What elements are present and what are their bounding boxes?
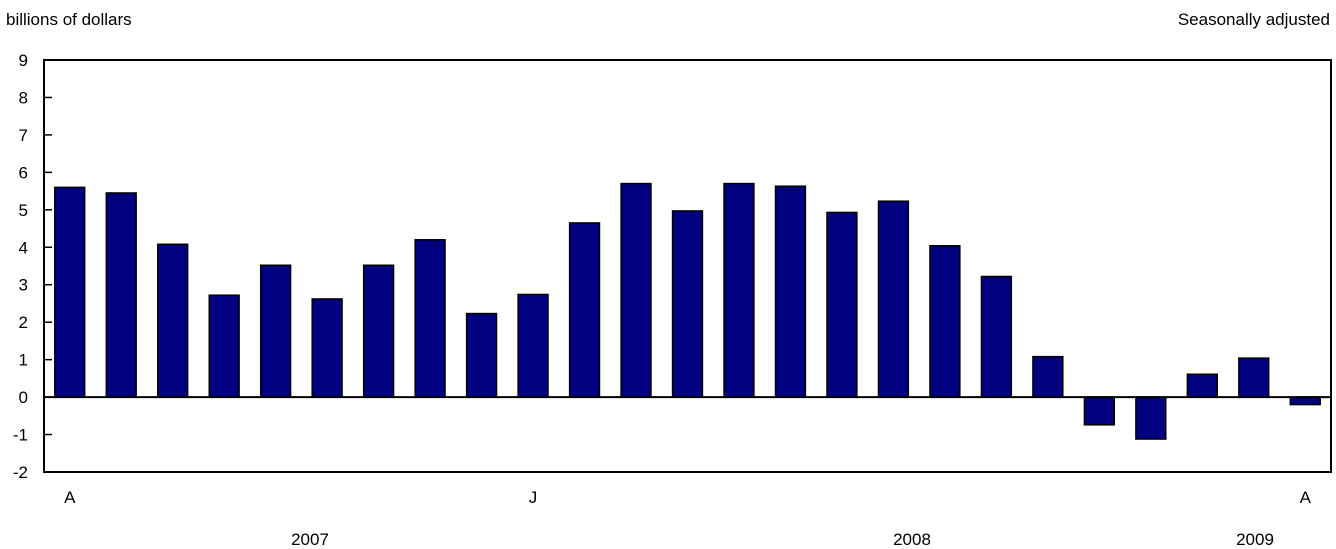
- y-tick-label: 4: [19, 238, 28, 257]
- bar: [620, 182, 652, 398]
- bars: [54, 182, 1321, 440]
- bar: [1135, 396, 1167, 440]
- year-label: 2009: [1236, 530, 1274, 549]
- bar: [465, 312, 498, 398]
- bar: [1289, 396, 1321, 406]
- bar: [723, 182, 755, 398]
- bar: [826, 211, 858, 398]
- y-tick-label: 3: [19, 276, 28, 295]
- y-tick-label: 0: [19, 388, 28, 407]
- y-tick-label: 7: [19, 126, 28, 145]
- plot-frame: [43, 59, 1332, 473]
- bar: [671, 210, 704, 398]
- bar: [1083, 396, 1116, 426]
- bar: [414, 239, 446, 398]
- bar: [1238, 357, 1270, 398]
- bar: [568, 222, 601, 398]
- x-tick-label: A: [64, 488, 76, 507]
- bar: [259, 264, 292, 398]
- y-tick-label: 5: [19, 201, 28, 220]
- bar: [1032, 355, 1064, 398]
- y-tick-label: -1: [13, 426, 28, 445]
- bar: [54, 186, 86, 398]
- y-axis-label: billions of dollars: [6, 10, 132, 29]
- bar: [980, 275, 1013, 398]
- y-tick-label: 6: [19, 163, 28, 182]
- bar: [105, 192, 137, 398]
- y-axis-ticks: 9 8 7 6 5 4 3 2 1 0 -1 -2: [13, 51, 52, 482]
- y-tick-label: 8: [19, 88, 28, 107]
- bar: [362, 264, 395, 398]
- bar: [774, 185, 807, 398]
- year-label: 2007: [291, 530, 329, 549]
- y-tick-label: 9: [19, 51, 28, 70]
- chart-note: Seasonally adjusted: [1178, 10, 1330, 29]
- y-tick-label: 2: [19, 313, 28, 332]
- bar: [208, 294, 240, 398]
- bar: [311, 298, 343, 398]
- year-labels: 2007 2008 2009: [291, 530, 1274, 549]
- y-tick-label: -2: [13, 463, 28, 482]
- x-tick-label: A: [1300, 488, 1312, 507]
- bar: [517, 293, 549, 398]
- bar: [1186, 373, 1218, 398]
- x-tick-label: J: [529, 488, 538, 507]
- y-tick-label: 1: [19, 351, 28, 370]
- year-label: 2008: [893, 530, 931, 549]
- bar: [877, 200, 910, 398]
- bar: [929, 245, 961, 398]
- bar: [157, 243, 189, 398]
